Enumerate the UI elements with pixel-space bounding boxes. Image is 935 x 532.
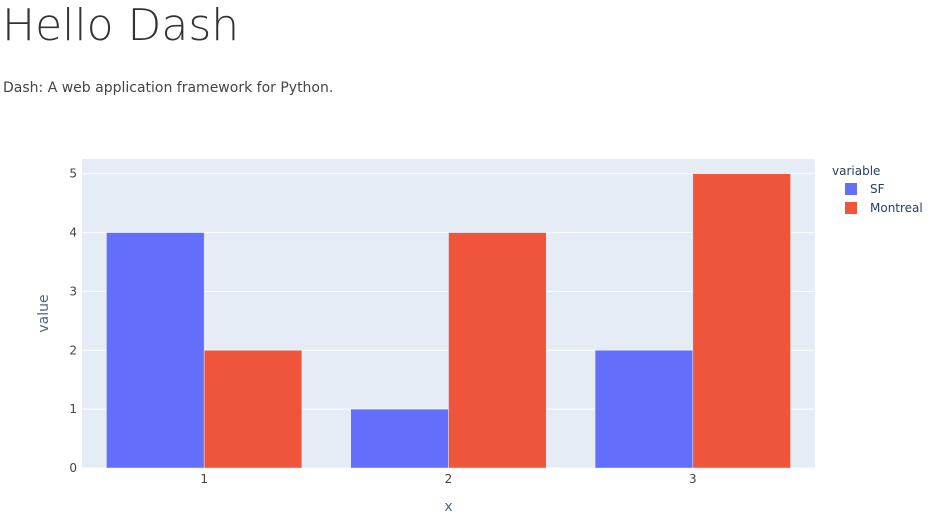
- x-tick-label: 3: [689, 472, 697, 486]
- y-tick-label: 3: [69, 284, 77, 298]
- legend-item-sf[interactable]: SF: [845, 182, 885, 196]
- bar-montreal-2[interactable]: [448, 232, 547, 469]
- y-tick-label: 2: [69, 343, 77, 357]
- x-tick-labels: 1 2 3: [200, 472, 696, 486]
- legend-items[interactable]: SF Montreal: [845, 182, 923, 215]
- legend-swatch: [845, 202, 857, 214]
- legend-label: Montreal: [870, 201, 923, 215]
- bar-montreal-1[interactable]: [203, 350, 303, 469]
- bars: [106, 173, 791, 469]
- page-title: Hello Dash: [2, 0, 240, 51]
- bar-montreal-3[interactable]: [692, 173, 791, 469]
- y-tick-label: 0: [69, 461, 77, 475]
- page-subtitle: Dash: A web application framework for Py…: [3, 80, 334, 96]
- bar-sf-3[interactable]: [594, 350, 694, 469]
- bar-sf-1[interactable]: [106, 232, 205, 469]
- legend-label: SF: [870, 182, 885, 196]
- y-tick-label: 5: [69, 167, 77, 181]
- legend-swatch: [845, 183, 857, 195]
- y-axis-title: value: [36, 294, 52, 332]
- x-axis-title: x: [444, 499, 452, 515]
- y-tick-labels: 0 1 2 3 4 5: [69, 167, 77, 475]
- bar-sf-2[interactable]: [350, 408, 449, 469]
- legend-title: variable: [832, 164, 880, 178]
- legend-item-montreal[interactable]: Montreal: [845, 201, 923, 215]
- y-tick-label: 1: [69, 402, 77, 416]
- y-tick-label: 4: [69, 226, 77, 240]
- legend[interactable]: variable SF Montreal: [832, 164, 923, 215]
- x-tick-label: 2: [445, 472, 453, 486]
- x-tick-label: 1: [200, 472, 208, 486]
